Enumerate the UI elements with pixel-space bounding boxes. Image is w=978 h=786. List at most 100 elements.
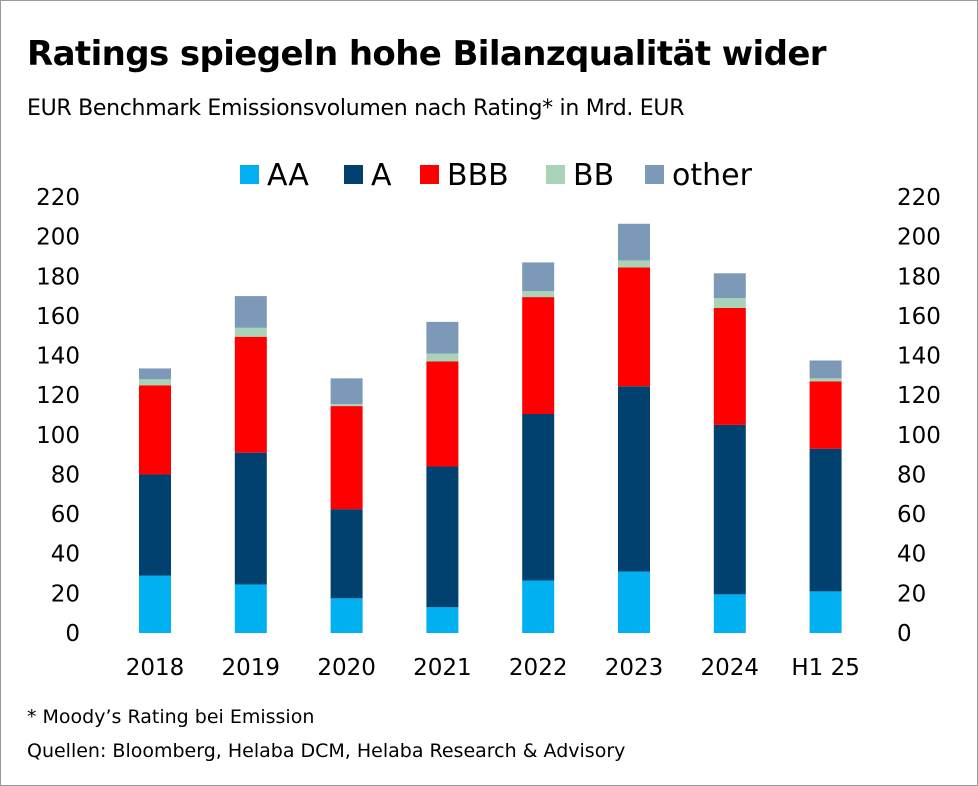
bar-stack-2020 xyxy=(330,378,363,633)
y-tick-label-right: 80 xyxy=(897,462,926,488)
legend-swatch-aa xyxy=(240,165,259,184)
bar-segment-a xyxy=(713,424,746,595)
bar-segment-aa xyxy=(330,598,363,633)
bar-stack-2024 xyxy=(713,273,746,633)
footnote: * Moody’s Rating bei Emission xyxy=(27,706,315,728)
y-tick-label-left: 20 xyxy=(51,581,80,607)
bar-segment-other xyxy=(330,378,363,405)
source-note: Quellen: Bloomberg, Helaba DCM, Helaba R… xyxy=(27,740,626,762)
bar-segment-bb xyxy=(234,327,267,337)
y-tick-label-right: 120 xyxy=(897,383,941,409)
legend-label-bb: BB xyxy=(573,158,614,193)
y-tick-label-right: 140 xyxy=(897,344,941,370)
bar-segment-bbb xyxy=(522,297,555,415)
y-tick-label-left: 220 xyxy=(36,185,80,211)
y-tick-label-right: 60 xyxy=(897,502,926,528)
bar-segment-a xyxy=(809,448,842,592)
bar-segment-other xyxy=(618,223,650,261)
bar-segment-bb xyxy=(522,291,555,298)
y-tick-label-right: 40 xyxy=(897,542,926,568)
x-tick-label: 2023 xyxy=(605,655,664,681)
legend-label-a: A xyxy=(371,158,392,193)
y-tick-label-left: 120 xyxy=(36,383,80,409)
bar-segment-bb xyxy=(139,379,171,386)
bar-stack-2023 xyxy=(618,223,650,633)
legend-swatch-bb xyxy=(546,165,565,184)
x-tick-label: 2018 xyxy=(126,655,185,681)
bar-segment-bbb xyxy=(809,381,842,449)
bar-segment-bb xyxy=(713,298,746,308)
bar-segment-bb xyxy=(330,404,363,407)
x-tick-label: H1 25 xyxy=(791,655,860,681)
bar-segment-other xyxy=(713,273,746,299)
y-tick-label-left: 40 xyxy=(51,542,80,568)
bar-segment-a xyxy=(234,452,267,585)
y-tick-label-right: 20 xyxy=(897,581,926,607)
bar-segment-aa xyxy=(426,607,459,633)
chart-subtitle: EUR Benchmark Emissionsvolumen nach Rati… xyxy=(27,96,685,121)
bar-segment-bbb xyxy=(330,406,363,510)
bar-segment-other xyxy=(139,368,171,380)
y-tick-label-right: 220 xyxy=(897,185,941,211)
y-tick-label-right: 200 xyxy=(897,225,941,251)
x-tick-label: 2022 xyxy=(509,655,568,681)
legend-swatch-bbb xyxy=(420,165,439,184)
legend-swatch-other xyxy=(645,165,664,184)
bar-segment-other xyxy=(426,321,459,354)
legend-label-aa: AA xyxy=(267,158,309,193)
bar-stack-2019 xyxy=(234,296,267,633)
bar-segment-a xyxy=(139,474,171,576)
bar-segment-a xyxy=(330,509,363,599)
bars xyxy=(139,223,842,633)
bar-segment-other xyxy=(522,262,555,292)
x-axis: 2018 2019 2020 2021 2022 2023 2024 H1 25 xyxy=(126,655,860,681)
legend-label-other: other xyxy=(672,158,753,193)
y-tick-label-left: 60 xyxy=(51,502,80,528)
bar-segment-bb xyxy=(809,378,842,382)
bar-segment-aa xyxy=(809,591,842,633)
bar-segment-bbb xyxy=(618,267,650,387)
y-tick-label-left: 100 xyxy=(36,423,80,449)
bar-segment-bbb xyxy=(139,385,171,475)
y-tick-label-left: 160 xyxy=(36,304,80,330)
y-tick-label-left: 80 xyxy=(51,462,80,488)
bar-segment-bbb xyxy=(234,336,267,453)
y-tick-label-left: 200 xyxy=(36,225,80,251)
bar-segment-aa xyxy=(713,594,746,633)
bar-segment-bb xyxy=(426,353,459,362)
legend-label-bbb: BBB xyxy=(447,158,509,193)
bar-segment-other xyxy=(234,296,267,328)
y-tick-label-left: 140 xyxy=(36,344,80,370)
bar-stack-2022 xyxy=(522,262,555,633)
y-tick-label-right: 160 xyxy=(897,304,941,330)
legend-swatch-a xyxy=(344,165,363,184)
x-tick-label: 2019 xyxy=(222,655,281,681)
bar-segment-a xyxy=(522,414,555,581)
x-tick-label: 2020 xyxy=(317,655,376,681)
bar-segment-bb xyxy=(618,260,650,268)
y-tick-label-right: 100 xyxy=(897,423,941,449)
bar-segment-aa xyxy=(522,580,555,633)
y-axis-right: 0 20 40 60 80 100 120 140 160 180 200 220 xyxy=(897,185,941,647)
bar-stack-2018 xyxy=(139,368,171,633)
x-tick-label: 2021 xyxy=(413,655,472,681)
bar-segment-bbb xyxy=(426,361,459,467)
y-tick-label-left: 180 xyxy=(36,264,80,290)
legend: AA A BBB BB other xyxy=(240,158,753,193)
y-tick-label-left: 0 xyxy=(65,621,80,647)
chart-title: Ratings spiegeln hohe Bilanzqualität wid… xyxy=(27,34,827,74)
bar-segment-aa xyxy=(618,571,650,633)
bar-segment-a xyxy=(618,386,650,572)
bar-segment-bbb xyxy=(713,307,746,425)
y-axis-left: 0 20 40 60 80 100 120 140 160 180 200 220 xyxy=(36,185,80,647)
y-tick-label-right: 180 xyxy=(897,264,941,290)
bar-stack-2021 xyxy=(426,321,459,633)
bar-segment-aa xyxy=(234,584,267,633)
bar-segment-other xyxy=(809,360,842,379)
y-tick-label-right: 0 xyxy=(897,621,912,647)
bar-segment-aa xyxy=(139,575,171,633)
bar-segment-a xyxy=(426,466,459,608)
bar-stack-h1-25 xyxy=(809,360,842,633)
x-tick-label: 2024 xyxy=(701,655,760,681)
